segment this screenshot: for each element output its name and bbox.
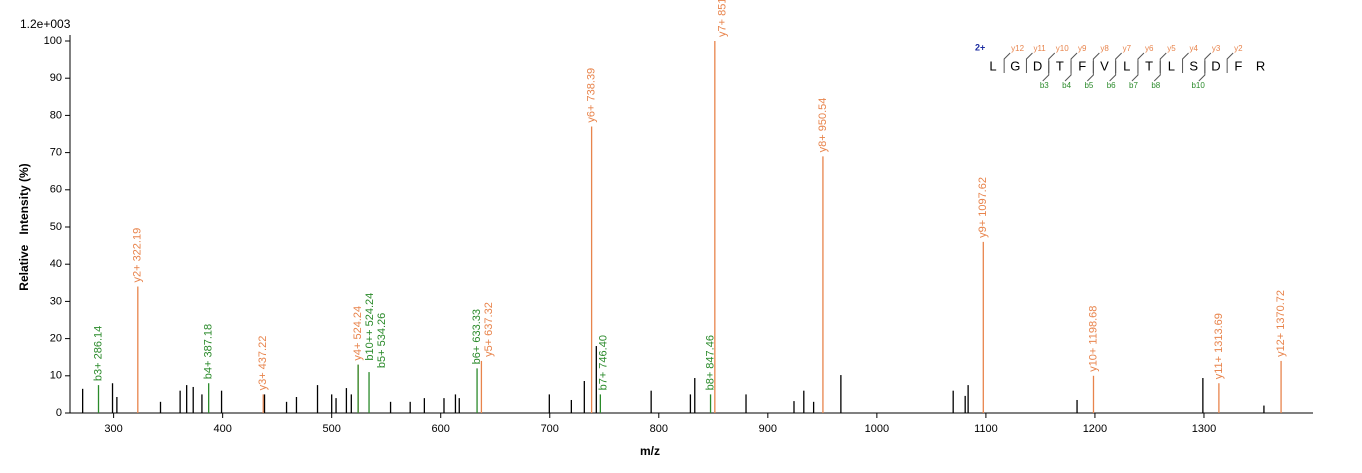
y-ion: y7 bbox=[1123, 44, 1132, 53]
x-tick-label: 1100 bbox=[974, 423, 998, 435]
scale-label: 1.2e+003 bbox=[20, 17, 71, 31]
residue: G bbox=[1010, 58, 1020, 73]
y-ion: y3 bbox=[1212, 44, 1221, 53]
y-tick-label: 20 bbox=[50, 333, 62, 345]
peak-label: y2+ 322.19 bbox=[132, 228, 144, 283]
residue: F bbox=[1078, 58, 1086, 73]
b-ion: b10 bbox=[1191, 81, 1205, 90]
b-ion: b6 bbox=[1107, 81, 1116, 90]
y-tick-label: 40 bbox=[50, 258, 62, 270]
residue: T bbox=[1145, 58, 1153, 73]
peak-label: y3+ 437.22 bbox=[257, 336, 269, 391]
x-tick-label: 900 bbox=[759, 423, 777, 435]
peak-label: b10++ 524.24 bbox=[364, 293, 376, 361]
x-tick-label: 1300 bbox=[1192, 423, 1216, 435]
peak-label: y4+ 524.24 bbox=[352, 306, 364, 361]
y-ion: y8 bbox=[1100, 44, 1109, 53]
x-tick-label: 1200 bbox=[1083, 423, 1107, 435]
y-tick-label: 60 bbox=[50, 184, 62, 196]
x-tick-label: 700 bbox=[541, 423, 559, 435]
b-bracket bbox=[1064, 61, 1072, 82]
residue: T bbox=[1056, 58, 1064, 73]
b-ion: b4 bbox=[1062, 81, 1071, 90]
residue: L bbox=[1123, 58, 1130, 73]
x-tick-label: 800 bbox=[650, 423, 668, 435]
peak-label: b3+ 286.14 bbox=[92, 326, 104, 381]
charge: 2+ bbox=[975, 42, 985, 52]
y-ion: y9 bbox=[1078, 44, 1087, 53]
y-bracket bbox=[1025, 52, 1033, 73]
peak-label: y6+ 738.39 bbox=[586, 68, 598, 123]
y-axis-label: Relative Intensity (%) bbox=[17, 163, 31, 290]
y-ion: y10 bbox=[1056, 44, 1069, 53]
residue: R bbox=[1256, 58, 1265, 73]
y-bracket bbox=[1048, 52, 1056, 73]
peak-label: b7+ 746.40 bbox=[598, 335, 610, 390]
b-ion: b3 bbox=[1040, 81, 1049, 90]
peak-label: y5+ 637.32 bbox=[483, 302, 495, 357]
y-bracket bbox=[1204, 52, 1212, 73]
residue: V bbox=[1100, 58, 1109, 73]
b-ion: b5 bbox=[1084, 81, 1093, 90]
y-bracket bbox=[1137, 52, 1145, 73]
x-axis-label: m/z bbox=[640, 444, 660, 458]
y-ion: y12 bbox=[1011, 44, 1024, 53]
b-bracket bbox=[1109, 61, 1117, 82]
y-tick-label: 90 bbox=[50, 72, 62, 84]
residue: D bbox=[1033, 58, 1042, 73]
b-bracket bbox=[1131, 61, 1139, 82]
y-bracket bbox=[1159, 52, 1167, 73]
residue: D bbox=[1211, 58, 1220, 73]
y-tick-label: 50 bbox=[50, 221, 62, 233]
residue: L bbox=[1168, 58, 1175, 73]
y-ion: y6 bbox=[1145, 44, 1154, 53]
y-bracket bbox=[1070, 52, 1078, 73]
x-tick-label: 1000 bbox=[865, 423, 889, 435]
y-bracket bbox=[1003, 52, 1011, 73]
b-bracket bbox=[1042, 61, 1050, 82]
y-ion: y11 bbox=[1033, 44, 1046, 53]
y-tick-label: 30 bbox=[50, 295, 62, 307]
y-bracket bbox=[1226, 52, 1234, 73]
y-tick-label: 70 bbox=[50, 147, 62, 159]
x-tick-label: 600 bbox=[432, 423, 450, 435]
y-ion: y2 bbox=[1234, 44, 1243, 53]
residue: S bbox=[1189, 58, 1198, 73]
residue: F bbox=[1234, 58, 1242, 73]
y-tick-label: 10 bbox=[50, 370, 62, 382]
b-ion: b8 bbox=[1151, 81, 1160, 90]
y-ion: y4 bbox=[1190, 44, 1199, 53]
y-tick-label: 100 bbox=[44, 35, 62, 47]
residue: L bbox=[989, 58, 996, 73]
y-bracket bbox=[1182, 52, 1189, 73]
b-bracket bbox=[1153, 61, 1161, 82]
peak-label: y7+ 851.4 bbox=[716, 0, 728, 37]
x-tick-label: 400 bbox=[213, 423, 231, 435]
y-bracket bbox=[1092, 52, 1100, 73]
peak-label: y9+ 1097.62 bbox=[977, 177, 989, 238]
peak-label: b5+ 534.26 bbox=[376, 313, 388, 368]
peak-label: y10+ 1198.68 bbox=[1087, 306, 1099, 372]
peak-label: b8+ 847.46 bbox=[704, 335, 716, 390]
peak-label: b6+ 633.33 bbox=[471, 309, 483, 364]
peak-label: y11+ 1313.69 bbox=[1213, 313, 1225, 379]
peak-label: y8+ 950.54 bbox=[817, 98, 829, 153]
peak-label: y12+ 1370.72 bbox=[1275, 290, 1287, 357]
b-bracket bbox=[1086, 61, 1094, 82]
b-bracket bbox=[1198, 61, 1206, 82]
peak-label: b4+ 387.18 bbox=[203, 324, 215, 379]
x-tick-label: 300 bbox=[104, 423, 122, 435]
y-ion: y5 bbox=[1167, 44, 1176, 53]
y-tick-label: 0 bbox=[56, 407, 62, 419]
y-bracket bbox=[1115, 52, 1123, 73]
y-tick-label: 80 bbox=[50, 109, 62, 121]
b-ion: b7 bbox=[1129, 81, 1138, 90]
x-tick-label: 500 bbox=[323, 423, 341, 435]
